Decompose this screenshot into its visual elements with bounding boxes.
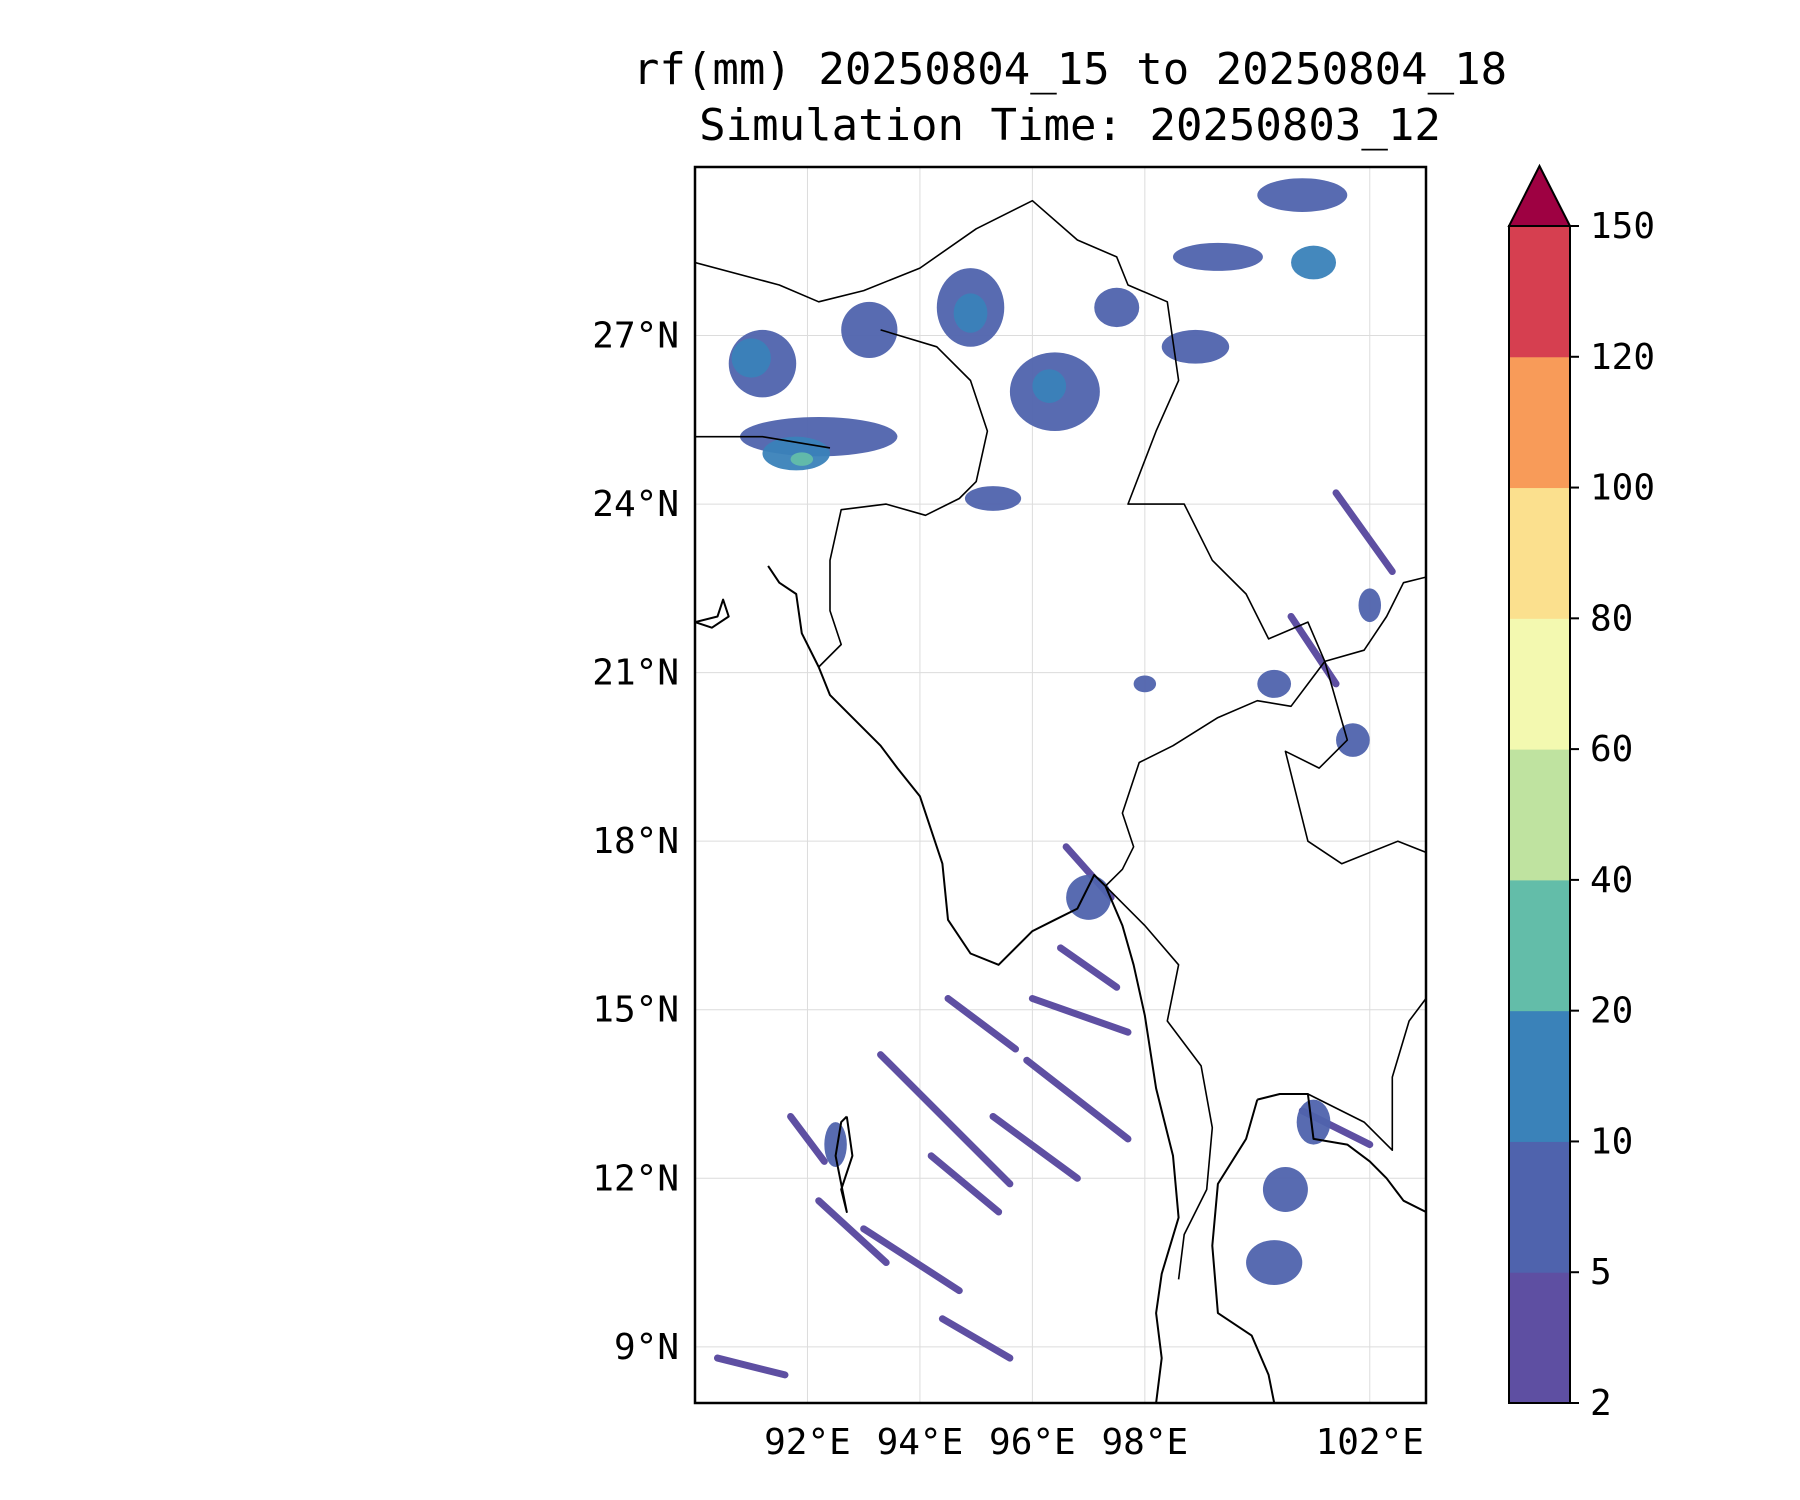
- rain-band: [1057, 944, 1121, 991]
- rain-cell: [1296, 1099, 1331, 1145]
- rain-band: [787, 1112, 828, 1165]
- latitude-tick-label: 15°N: [592, 990, 679, 1031]
- rain-cell: [1291, 245, 1337, 280]
- rain-cell: [1336, 723, 1370, 757]
- country-border: [1307, 998, 1426, 1151]
- colorbar-tick-label: 40: [1590, 860, 1633, 901]
- rain-band: [1028, 994, 1132, 1036]
- colorbar-segment: [1509, 1272, 1570, 1404]
- colorbar-segment: [1509, 356, 1570, 489]
- colorbar-segment: [1509, 226, 1570, 358]
- rain-band: [860, 1225, 963, 1295]
- longitude-tick-label: 92°E: [764, 1422, 851, 1463]
- coastline: [834, 1115, 854, 1213]
- country-borders-and-coastlines: [695, 199, 1426, 1403]
- rain-band: [989, 1112, 1081, 1182]
- country-border: [1324, 576, 1426, 663]
- rain-band: [877, 1051, 1014, 1188]
- rain-band: [815, 1197, 890, 1267]
- colorbar-tick-label: 120: [1590, 337, 1655, 378]
- rain-cell: [1161, 329, 1230, 364]
- map-panel[interactable]: [693, 165, 1428, 1405]
- coastline: [1257, 1093, 1426, 1213]
- rain-cell: [1094, 287, 1140, 328]
- longitude-tick-label: 94°E: [877, 1422, 964, 1463]
- rain-cell: [953, 293, 988, 333]
- latitude-tick-label: 24°N: [592, 484, 679, 525]
- latitude-tick-label: 18°N: [592, 821, 679, 862]
- rain-cell: [1032, 369, 1067, 403]
- colorbar-tick-label: 60: [1590, 729, 1633, 770]
- coastline: [767, 565, 820, 668]
- rain-band: [944, 994, 1020, 1053]
- colorbar-tick-label: 100: [1590, 468, 1655, 509]
- rain-cell: [1257, 178, 1348, 212]
- rain-band: [1023, 1056, 1132, 1143]
- longitude-tick-label: 102°E: [1316, 1422, 1424, 1463]
- rain-cell: [1172, 242, 1263, 271]
- colorbar-segment: [1509, 879, 1570, 1012]
- map-frame: [693, 165, 1428, 1405]
- latitude-tick-labels: 27°N 24°N 21°N 18°N 15°N 12°N 9°N: [592, 316, 679, 1368]
- rain-cell: [1257, 669, 1292, 698]
- rain-cell: [1262, 1167, 1308, 1212]
- latitude-tick-label: 27°N: [592, 316, 679, 357]
- coastline: [695, 598, 730, 629]
- rain-cell: [1066, 874, 1112, 920]
- longitude-tick-labels: 92°E 94°E 96°E 98°E 102°E: [764, 1422, 1424, 1463]
- rain-cell: [731, 338, 771, 378]
- colorbar-tick-label: 5: [1590, 1252, 1612, 1293]
- colorbar: 2 5 10 20 40 60 80 100 120 150: [1507, 163, 1655, 1424]
- rain-band: [927, 1152, 1003, 1216]
- country-border: [695, 435, 831, 449]
- latitude-tick-label: 21°N: [592, 653, 679, 694]
- rain-band: [938, 1315, 1014, 1362]
- colorbar-tick-label: 80: [1590, 598, 1633, 639]
- rain-band: [713, 1354, 789, 1379]
- rain-cell: [964, 486, 1022, 511]
- longitude-tick-label: 98°E: [1101, 1422, 1188, 1463]
- colorbar-tick-label: 2: [1590, 1383, 1612, 1424]
- rain-cell: [790, 452, 814, 466]
- longitude-tick-label: 96°E: [989, 1422, 1076, 1463]
- rain-band: [1332, 489, 1396, 576]
- rain-cell: [841, 301, 898, 359]
- colorbar-segment: [1509, 487, 1570, 619]
- rainfall-shading: [713, 178, 1396, 1379]
- map-title-line1: rf(mm) 20250804_15 to 20250804_18: [633, 44, 1507, 95]
- colorbar-frame: [1508, 225, 1571, 1404]
- rain-cell: [1133, 675, 1157, 693]
- map-background: [695, 167, 1426, 1403]
- country-border: [695, 199, 1326, 887]
- colorbar-segment: [1509, 1141, 1570, 1273]
- country-border: [1104, 885, 1214, 1280]
- colorbar-extend-arrow: [1507, 163, 1572, 227]
- colorbar-tick-label: 150: [1590, 206, 1655, 247]
- map-title-line2: Simulation Time: 20250803_12: [699, 100, 1441, 151]
- coastline: [1211, 1099, 1276, 1403]
- country-border: [818, 329, 989, 668]
- colorbar-segment: [1509, 749, 1570, 881]
- colorbar-tick-label: 20: [1590, 991, 1633, 1032]
- rain-cell: [1246, 1240, 1303, 1286]
- coastline: [817, 666, 1180, 1403]
- latitude-tick-label: 12°N: [592, 1158, 679, 1199]
- colorbar-segment: [1509, 1010, 1570, 1142]
- country-border: [1284, 661, 1426, 865]
- colorbar-tick-label: 10: [1590, 1121, 1633, 1162]
- colorbar-segment: [1509, 618, 1570, 750]
- rain-cell: [824, 1122, 847, 1168]
- rain-cell: [1358, 588, 1382, 623]
- latitude-tick-label: 9°N: [614, 1327, 679, 1368]
